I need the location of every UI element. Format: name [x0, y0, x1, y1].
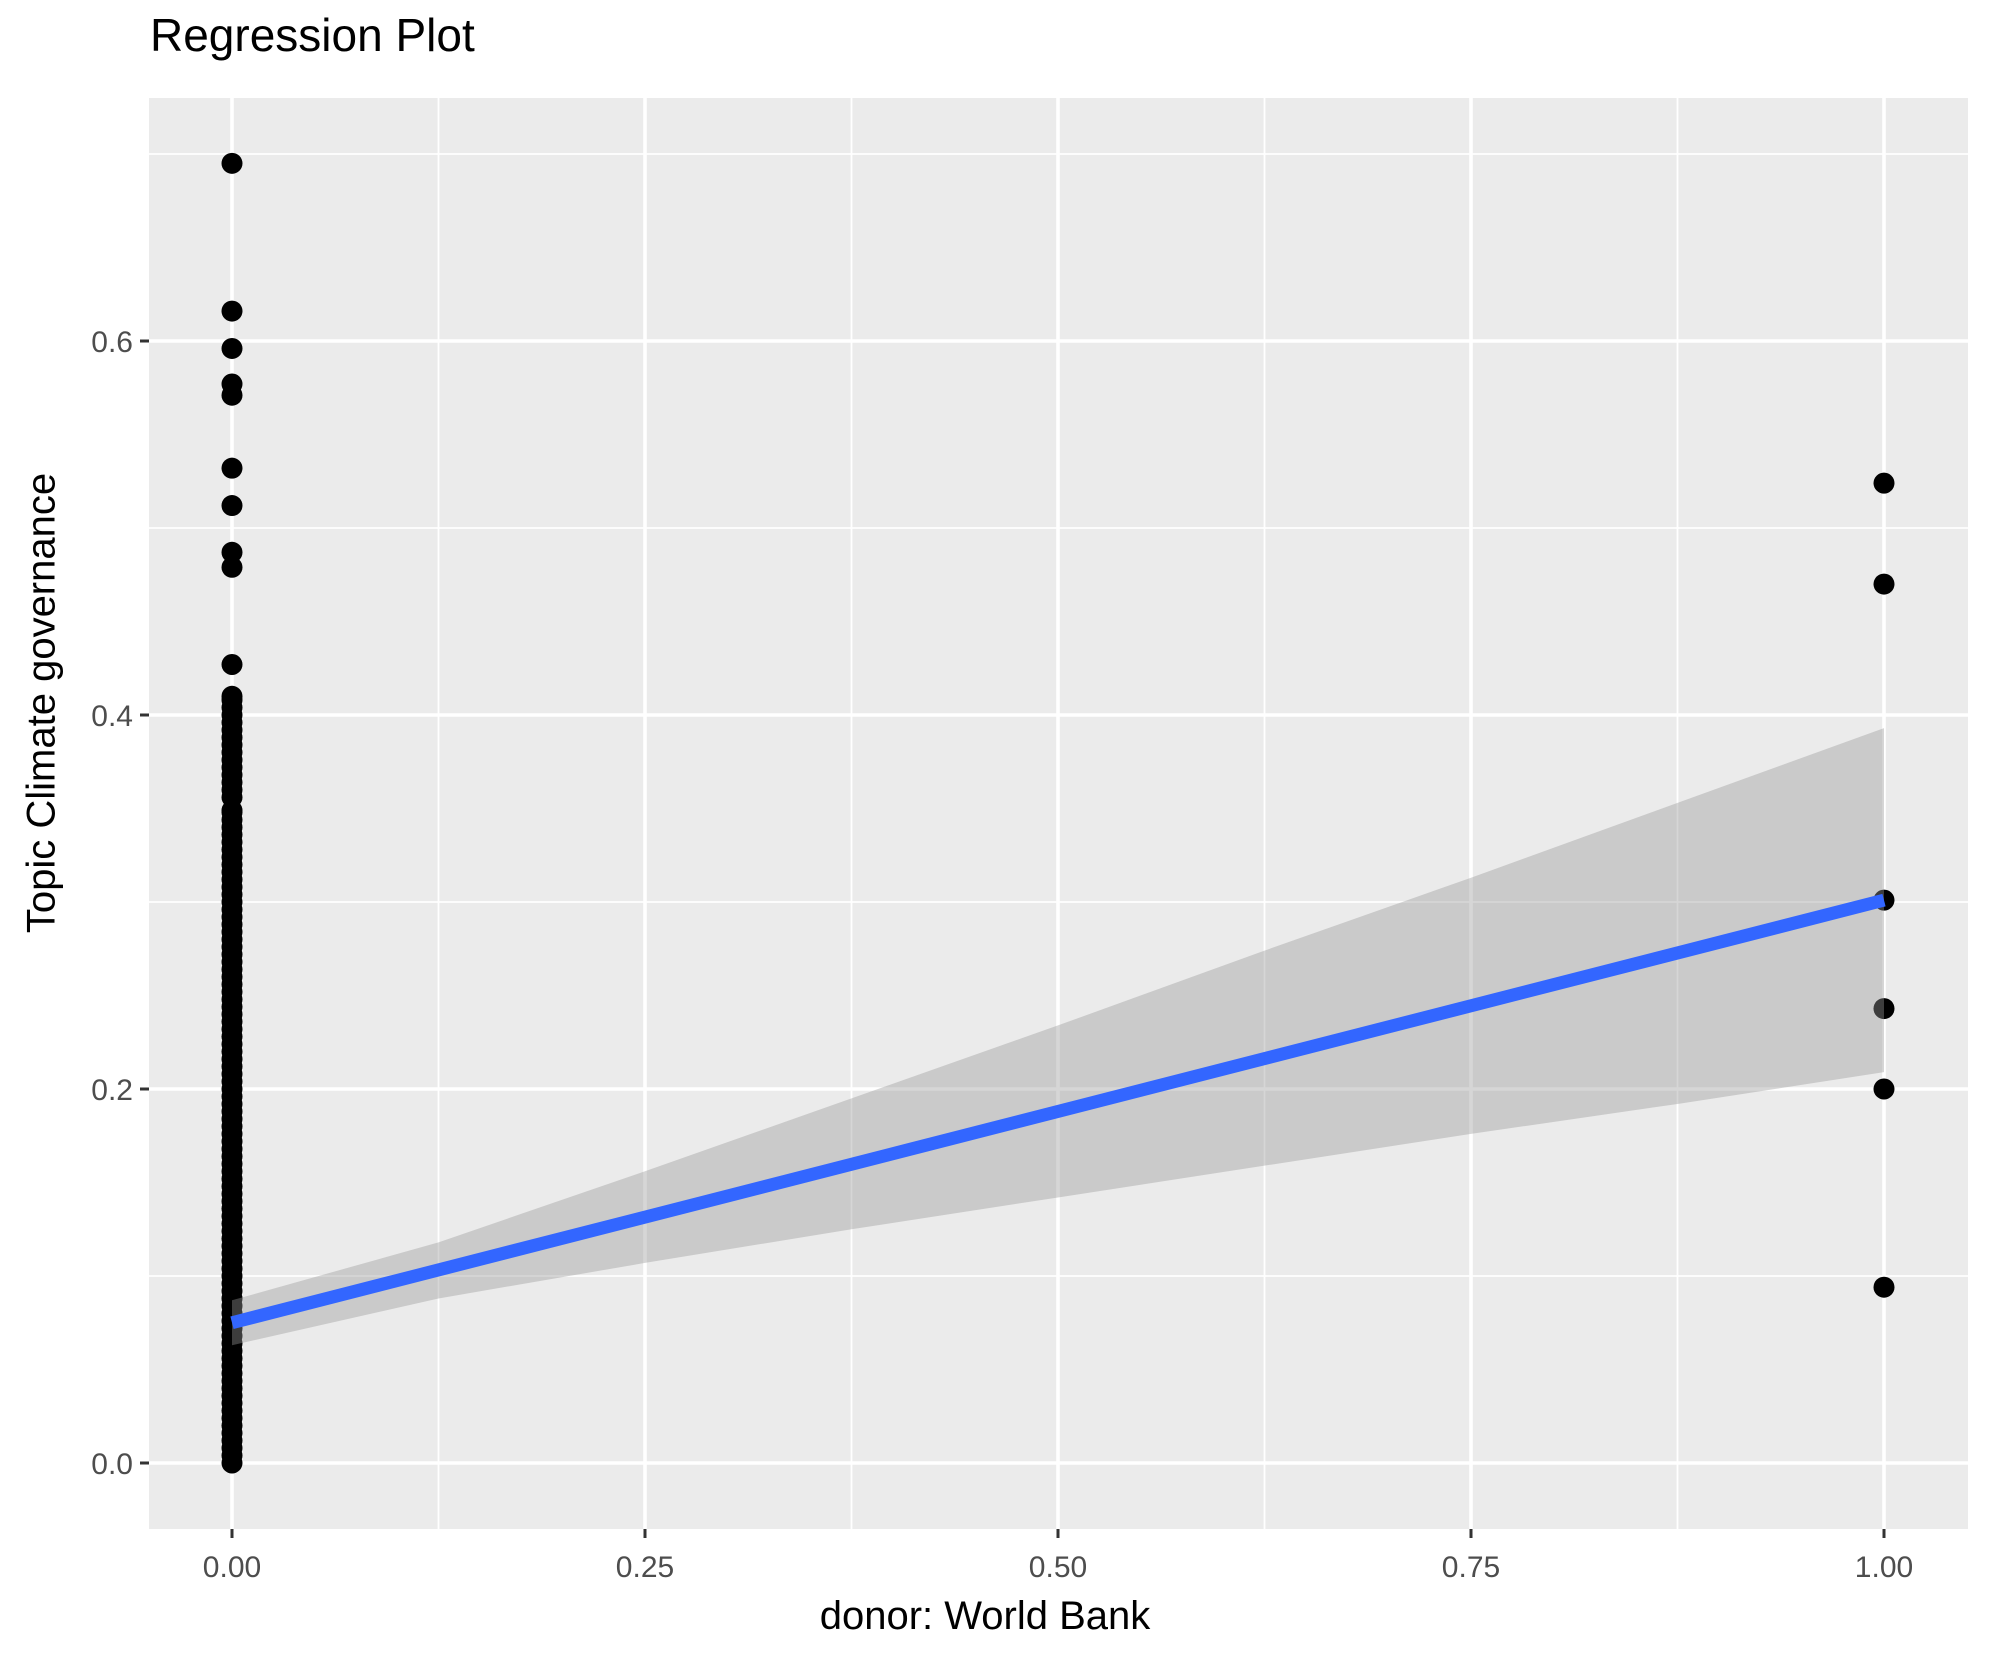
scatter-point [221, 556, 243, 578]
regression-line [230, 893, 1886, 1330]
y-tick-label: 0.4 [91, 700, 133, 733]
scatter-point [221, 337, 243, 359]
scatter-point [1873, 998, 1895, 1020]
x-tick-label: 0.75 [1442, 1551, 1500, 1584]
y-axis-title: Topic Climate governance [19, 472, 64, 934]
scatter-point [221, 152, 243, 174]
x-tick-label: 0.00 [203, 1551, 261, 1584]
scatter-point [1873, 1276, 1895, 1298]
confidence-ribbon [232, 728, 1884, 1346]
scatter-point [221, 654, 243, 676]
scatter-point [221, 495, 243, 517]
scatter-point [1873, 1078, 1895, 1100]
scatter-point [221, 457, 243, 479]
x-axis-title: donor: World Bank [819, 1594, 1151, 1638]
scatter-point [221, 384, 243, 406]
x-tick-label: 0.25 [616, 1551, 674, 1584]
scatter-point [221, 685, 243, 707]
y-tick-label: 0.6 [91, 326, 133, 359]
scatter-point [1873, 472, 1895, 494]
x-tick-label: 0.50 [1029, 1551, 1087, 1584]
plot-title: Regression Plot [150, 9, 475, 61]
scatter-point [221, 799, 243, 821]
y-tick-label: 0.0 [91, 1448, 133, 1481]
scatter-point [1873, 573, 1895, 595]
y-tick-label: 0.2 [91, 1074, 133, 1107]
scatter-point [221, 300, 243, 322]
x-tick-label: 1.00 [1855, 1551, 1913, 1584]
scatter-point [221, 541, 243, 563]
